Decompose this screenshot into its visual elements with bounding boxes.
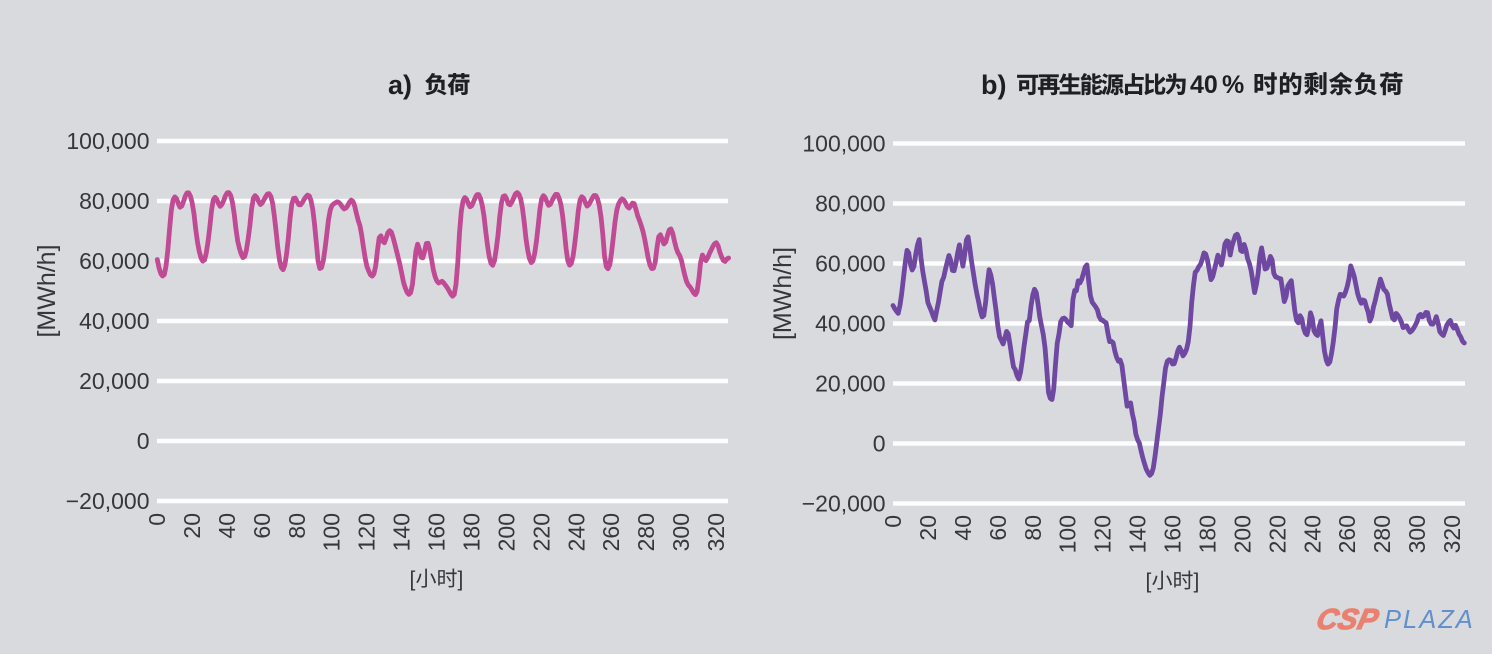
svg-text:320: 320: [1439, 515, 1465, 553]
svg-text:40: 40: [214, 513, 240, 539]
svg-text:100,000: 100,000: [802, 131, 885, 157]
svg-text:220: 220: [528, 513, 554, 551]
svg-text:0: 0: [873, 431, 886, 457]
svg-text:160: 160: [1160, 515, 1186, 553]
svg-text:300: 300: [1404, 515, 1430, 553]
svg-text:240: 240: [1299, 515, 1325, 553]
svg-text:CSP: CSP: [1313, 603, 1382, 636]
svg-text:120: 120: [1090, 515, 1116, 553]
svg-text:200: 200: [493, 513, 519, 551]
svg-text:0: 0: [144, 513, 170, 526]
svg-text:0: 0: [137, 428, 150, 454]
svg-text:220: 220: [1264, 515, 1290, 553]
svg-text:320: 320: [703, 513, 729, 551]
svg-text:80,000: 80,000: [79, 188, 149, 214]
svg-text:20,000: 20,000: [815, 371, 885, 397]
svg-text:260: 260: [1334, 515, 1360, 553]
svg-text:60,000: 60,000: [79, 248, 149, 274]
svg-text:180: 180: [459, 513, 485, 551]
svg-text:140: 140: [389, 513, 415, 551]
svg-text:20: 20: [915, 515, 941, 541]
svg-text:20: 20: [179, 513, 205, 539]
svg-text:140: 140: [1125, 515, 1151, 553]
svg-text:40,000: 40,000: [815, 311, 885, 337]
svg-text:]: ]: [1194, 570, 1200, 593]
svg-text:80,000: 80,000: [815, 191, 885, 217]
svg-text:100: 100: [319, 513, 345, 551]
svg-text:260: 260: [598, 513, 624, 551]
svg-text:100: 100: [1055, 515, 1081, 553]
svg-text:[: [: [410, 568, 416, 591]
svg-text:40: 40: [1190, 71, 1218, 99]
svg-text:80: 80: [284, 513, 310, 539]
svg-text:240: 240: [563, 513, 589, 551]
svg-text:0: 0: [880, 515, 906, 528]
svg-text:100,000: 100,000: [66, 128, 149, 154]
svg-text:%: %: [1222, 71, 1244, 99]
svg-text:160: 160: [424, 513, 450, 551]
svg-text:60: 60: [985, 515, 1011, 541]
svg-text:a): a): [388, 70, 412, 100]
svg-text:]: ]: [458, 568, 464, 591]
svg-text:300: 300: [668, 513, 694, 551]
svg-text:80: 80: [1020, 515, 1046, 541]
svg-text:[: [: [1146, 570, 1152, 593]
svg-text:60: 60: [249, 513, 275, 539]
svg-text:−20,000: −20,000: [66, 488, 150, 514]
svg-text:40: 40: [950, 515, 976, 541]
svg-text:120: 120: [354, 513, 380, 551]
svg-text:200: 200: [1229, 515, 1255, 553]
svg-text:180: 180: [1195, 515, 1221, 553]
svg-text:PLAZA: PLAZA: [1384, 606, 1475, 634]
svg-text:40,000: 40,000: [79, 308, 149, 334]
svg-text:[MWh/h]: [MWh/h]: [769, 247, 797, 340]
svg-text:−20,000: −20,000: [802, 491, 886, 517]
svg-text:280: 280: [1369, 515, 1395, 553]
svg-text:b): b): [981, 70, 1006, 100]
svg-text:60,000: 60,000: [815, 251, 885, 277]
svg-text:280: 280: [633, 513, 659, 551]
svg-text:[MWh/h]: [MWh/h]: [33, 244, 61, 337]
svg-text:20,000: 20,000: [79, 368, 149, 394]
